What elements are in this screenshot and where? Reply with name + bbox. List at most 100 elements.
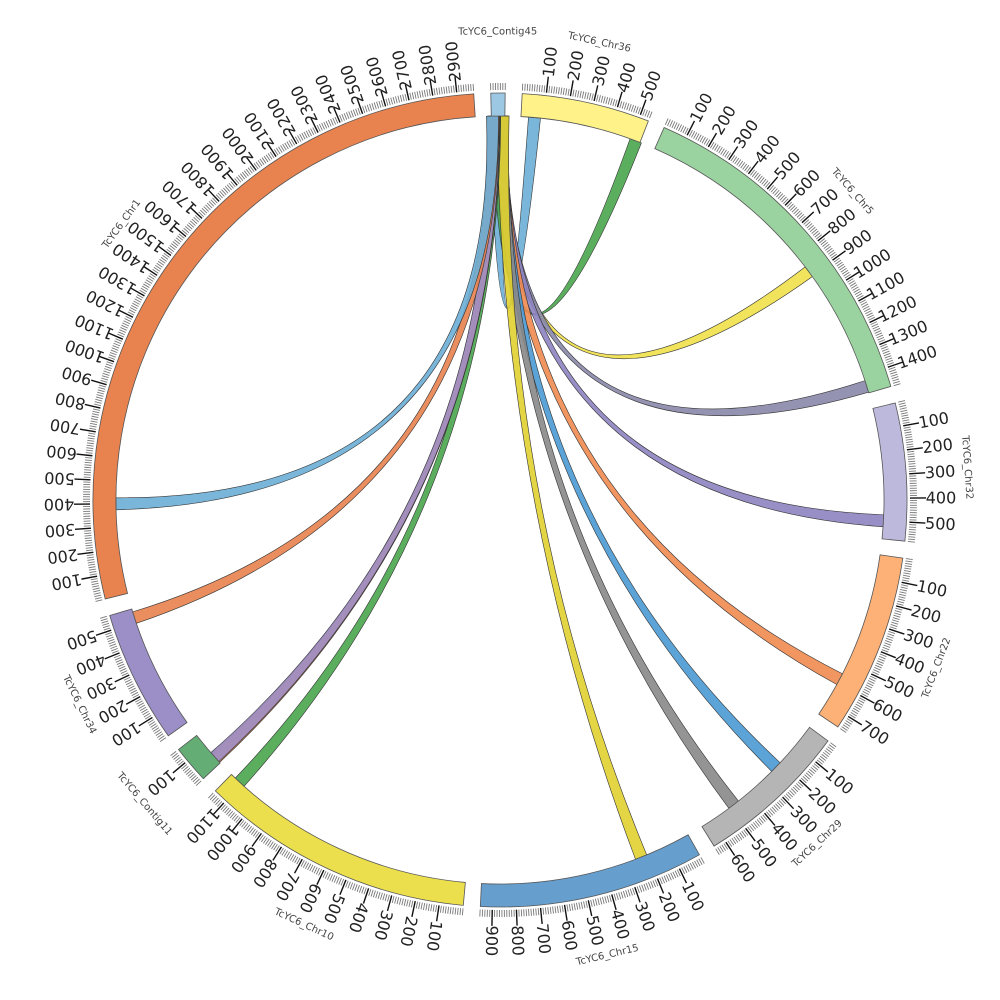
tick-label-tcyc6-chr10-500: 500 <box>320 891 349 926</box>
tick-label-tcyc6-chr1-500: 500 <box>44 468 75 488</box>
ideogram-tcyc6-chr1 <box>92 93 476 600</box>
tick-tcyc6-chr22-400 <box>880 651 896 659</box>
tick-tcyc6-chr34-100 <box>138 716 153 727</box>
tick-tcyc6-chr10-1100 <box>212 802 225 816</box>
chromosome-label-tcyc6-chr15: TcYC6_Chr15 <box>574 943 640 969</box>
tick-tcyc6-chr1-800 <box>84 403 101 409</box>
tick-tcyc6-chr1-100 <box>81 575 98 580</box>
tick-label-tcyc6-chr1-2700: 2700 <box>388 48 416 92</box>
tick-tcyc6-chr29-500 <box>745 827 756 842</box>
tick-tcyc6-chr36-300 <box>593 85 599 102</box>
tick-tcyc6-chr5-1300 <box>879 337 895 346</box>
tick-tcyc6-chr15-600 <box>563 904 568 921</box>
tick-label-tcyc6-chr15-700: 700 <box>533 923 555 955</box>
tick-label-tcyc6-chr15-300: 300 <box>631 899 659 934</box>
tick-tcyc6-chr15-100 <box>678 868 688 884</box>
tick-tcyc6-chr10-600 <box>316 869 325 885</box>
tick-tcyc6-chr22-500 <box>870 673 887 682</box>
tick-tcyc6-chr32-300 <box>909 472 926 475</box>
tick-label-tcyc6-chr1-600: 600 <box>45 441 77 463</box>
tick-tcyc6-chr1-2000 <box>246 157 257 171</box>
tick-tcyc6-chr1-1400 <box>143 265 158 276</box>
tick-label-tcyc6-chr1-900: 900 <box>59 363 94 390</box>
ideogram-tcyc6-chr32 <box>872 402 908 542</box>
tick-label-tcyc6-chr1-100: 100 <box>50 570 84 594</box>
minor-ticks-tcyc6-chr22 <box>840 558 913 733</box>
tick-tcyc6-chr1-300 <box>74 527 92 531</box>
tick-tcyc6-chr15-800 <box>515 909 518 926</box>
tick-label-tcyc6-chr1-400: 400 <box>44 495 75 514</box>
tick-label-tcyc6-chr15-500: 500 <box>582 914 607 948</box>
tick-tcyc6-chr22-200 <box>895 605 912 611</box>
minor-ticks-tcyc6-contig11 <box>170 751 202 786</box>
tick-tcyc6-chr5-400 <box>747 160 759 175</box>
tick-tcyc6-chr34-200 <box>125 695 141 705</box>
tick-tcyc6-chr1-200 <box>77 551 94 556</box>
ideogram-tcyc6-chr10 <box>214 773 466 906</box>
tick-tcyc6-chr1-1100 <box>107 332 124 340</box>
tick-tcyc6-chr1-1600 <box>173 225 187 238</box>
tick-label-tcyc6-chr15-800: 800 <box>508 925 528 956</box>
tick-label-tcyc6-chr1-200: 200 <box>46 545 79 568</box>
tick-tcyc6-chr10-100 <box>435 905 440 922</box>
tick-tcyc6-chr36-400 <box>616 91 623 108</box>
tick-label-tcyc6-chr32-500: 500 <box>925 514 957 535</box>
tick-label-tcyc6-chr15-900: 900 <box>482 925 502 956</box>
ideogram-tcyc6-chr36 <box>520 93 649 143</box>
tick-tcyc6-chr34-400 <box>104 652 120 660</box>
minor-ticks-tcyc6-chr32 <box>898 400 918 543</box>
ideogram-tcyc6-chr15 <box>479 834 700 908</box>
tick-label-tcyc6-chr10-300: 300 <box>370 908 396 942</box>
tick-tcyc6-chr1-1000 <box>98 355 115 363</box>
chromosome-label-tcyc6-contig45: TcYC6_Contig45 <box>457 26 537 37</box>
tick-tcyc6-chr5-500 <box>766 176 779 190</box>
ideogram-tcyc6-chr5 <box>654 127 892 394</box>
tick-label-tcyc6-chr15-600: 600 <box>558 919 582 952</box>
tick-tcyc6-chr29-600 <box>725 841 736 856</box>
minor-ticks-tcyc6-chr1 <box>82 83 474 602</box>
tick-label-tcyc6-chr1-2600: 2600 <box>362 54 392 98</box>
tick-tcyc6-chr10-700 <box>293 858 303 874</box>
tick-label-tcyc6-chr36-400: 400 <box>613 60 640 95</box>
tick-label-tcyc6-chr22-300: 300 <box>901 625 936 653</box>
ideogram-tcyc6-chr34 <box>109 608 188 737</box>
tick-tcyc6-chr5-600 <box>784 193 797 206</box>
tick-tcyc6-chr22-600 <box>860 694 875 704</box>
ideogram-tcyc6-contig11 <box>177 734 221 780</box>
tick-label-tcyc6-chr10-600: 600 <box>295 880 325 916</box>
tick-tcyc6-chr1-2400 <box>333 107 341 123</box>
tick-label-tcyc6-chr5-1400: 1400 <box>895 342 940 373</box>
tick-label-tcyc6-chr1-2500: 2500 <box>336 62 368 107</box>
tick-tcyc6-chr10-500 <box>339 879 347 896</box>
tick-tcyc6-chr34-500 <box>95 629 112 636</box>
tick-label-tcyc6-chr22-400: 400 <box>892 649 927 678</box>
tick-label-tcyc6-chr1-800: 800 <box>53 388 87 413</box>
tick-tcyc6-chr1-1300 <box>130 287 145 297</box>
tick-label-tcyc6-chr15-200: 200 <box>655 889 684 925</box>
tick-tcyc6-chr5-700 <box>801 211 815 224</box>
tick-tcyc6-chr1-600 <box>76 453 93 457</box>
tick-tcyc6-chr5-100 <box>686 120 696 136</box>
tick-tcyc6-chr36-100 <box>545 76 549 93</box>
tick-tcyc6-chr1-700 <box>79 428 96 433</box>
tick-tcyc6-chr5-1400 <box>887 361 904 368</box>
tick-tcyc6-chr1-2300 <box>310 117 319 133</box>
tick-tcyc6-chr5-300 <box>728 146 739 161</box>
link-tcyc6-contig45-tcyc6-chr22-5 <box>495 115 843 685</box>
minor-ticks-tcyc6-chr5 <box>664 118 901 387</box>
tick-tcyc6-chr29-300 <box>782 796 795 810</box>
minor-ticks-tcyc6-contig45 <box>490 82 506 91</box>
tick-tcyc6-chr1-2600 <box>380 90 387 107</box>
links-layer <box>115 115 885 860</box>
tick-tcyc6-chr15-200 <box>656 878 665 894</box>
tick-tcyc6-chr1-2900 <box>454 76 458 93</box>
tick-tcyc6-chr5-900 <box>832 250 846 261</box>
tick-label-tcyc6-chr34-500: 500 <box>64 626 99 654</box>
tick-tcyc6-chr1-2800 <box>429 79 434 96</box>
link-tcyc6-contig45-tcyc6-contig11-11 <box>210 115 500 763</box>
tick-label-tcyc6-chr34-200: 200 <box>95 696 131 727</box>
minor-ticks-tcyc6-chr10 <box>208 792 464 916</box>
tick-tcyc6-chr32-200 <box>906 447 923 451</box>
tick-label-tcyc6-chr36-100: 100 <box>539 46 561 79</box>
tick-label-tcyc6-chr15-400: 400 <box>607 907 634 942</box>
